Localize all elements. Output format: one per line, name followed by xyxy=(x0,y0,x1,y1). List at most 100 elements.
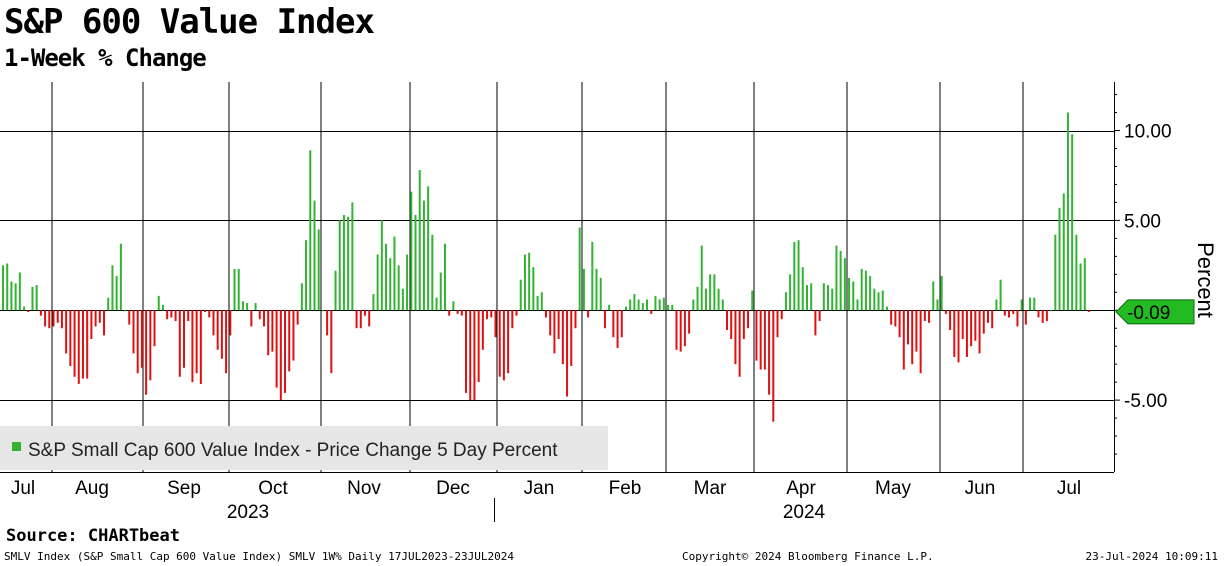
bar xyxy=(662,297,665,311)
bar xyxy=(435,297,438,311)
bar xyxy=(1012,310,1015,314)
bar xyxy=(721,299,724,311)
x-month-label: Oct xyxy=(258,478,288,499)
x-month-label: Jan xyxy=(524,478,555,499)
bar xyxy=(742,310,745,340)
bar xyxy=(578,227,581,311)
bar xyxy=(751,290,754,311)
bar xyxy=(1050,310,1053,312)
bar xyxy=(48,310,51,329)
bar xyxy=(965,310,968,357)
bar xyxy=(1003,310,1006,316)
bar xyxy=(839,250,842,311)
bar xyxy=(170,310,173,318)
bar xyxy=(502,310,505,381)
bar xyxy=(448,310,451,316)
footer-copyright: Copyright© 2024 Bloomberg Finance L.P. xyxy=(682,550,934,563)
bar xyxy=(166,310,169,320)
bar xyxy=(18,272,21,311)
bar xyxy=(103,310,106,336)
bar xyxy=(136,310,139,374)
bar xyxy=(490,310,493,318)
bar xyxy=(553,310,556,354)
bar xyxy=(763,310,766,370)
bar xyxy=(359,310,362,329)
bar xyxy=(911,310,914,365)
source-label: Source: CHARTbeat xyxy=(6,526,180,546)
bar xyxy=(1045,310,1048,322)
bar xyxy=(145,310,148,395)
bar xyxy=(1066,112,1069,311)
bar xyxy=(608,304,611,311)
bar xyxy=(6,263,9,311)
bar xyxy=(1075,234,1078,311)
bar xyxy=(191,310,194,383)
chart-subtitle: 1-Week % Change xyxy=(4,44,207,72)
y-tick-label: -5.00 xyxy=(1124,391,1167,412)
bar xyxy=(380,220,383,311)
bar xyxy=(52,310,55,327)
bar xyxy=(246,303,249,311)
chart-title: S&P 600 Value Index xyxy=(4,2,375,42)
bar xyxy=(1079,263,1082,311)
bar xyxy=(10,281,13,311)
bar xyxy=(376,254,379,311)
bar xyxy=(326,310,329,336)
bar xyxy=(250,310,253,327)
y-tick-label: 10.00 xyxy=(1124,122,1172,143)
bar xyxy=(620,310,623,338)
bar xyxy=(679,310,682,352)
bar xyxy=(667,304,670,311)
bar xyxy=(860,268,863,311)
y-axis-title: Percent xyxy=(1193,242,1218,318)
bar xyxy=(1037,310,1040,318)
bar xyxy=(519,279,522,311)
bar xyxy=(195,310,198,374)
footer-index-info: SMLV Index (S&P Small Cap 600 Value Inde… xyxy=(4,550,514,563)
bar xyxy=(532,267,535,311)
bar xyxy=(313,200,316,311)
bar xyxy=(713,274,716,311)
bar xyxy=(44,310,47,327)
bar xyxy=(1033,297,1036,311)
bar xyxy=(216,310,219,350)
bar xyxy=(494,310,497,338)
bar xyxy=(321,310,324,312)
bar xyxy=(132,310,135,354)
bar xyxy=(73,310,76,377)
bar xyxy=(300,283,303,311)
bar xyxy=(637,299,640,311)
bar xyxy=(443,243,446,311)
bar xyxy=(633,294,636,311)
bar xyxy=(1088,310,1090,312)
bar xyxy=(864,270,867,311)
bar xyxy=(161,304,164,311)
bar xyxy=(511,310,514,329)
bar xyxy=(561,310,564,365)
bar xyxy=(629,299,632,311)
bar xyxy=(961,310,964,340)
bar xyxy=(818,310,821,322)
last-value-label: -0.09 xyxy=(1127,303,1170,324)
bar xyxy=(486,310,489,320)
bar xyxy=(35,285,38,311)
x-month-label: Jul xyxy=(1057,478,1081,499)
legend-label: S&P Small Cap 600 Value Index - Price Ch… xyxy=(28,440,558,461)
bar xyxy=(801,267,804,311)
bar xyxy=(149,310,152,381)
x-year-label: 2024 xyxy=(783,502,826,523)
bar xyxy=(27,310,30,313)
bar xyxy=(852,281,855,311)
bar xyxy=(784,292,787,311)
bar xyxy=(355,310,358,329)
bar xyxy=(574,310,577,329)
bar xyxy=(372,294,375,311)
bar xyxy=(128,310,131,325)
bar xyxy=(1083,258,1086,311)
bar xyxy=(688,310,691,334)
bar xyxy=(646,299,649,311)
bar xyxy=(915,310,918,352)
bar xyxy=(831,288,834,311)
bar xyxy=(587,310,590,318)
x-month-label: May xyxy=(875,478,911,499)
